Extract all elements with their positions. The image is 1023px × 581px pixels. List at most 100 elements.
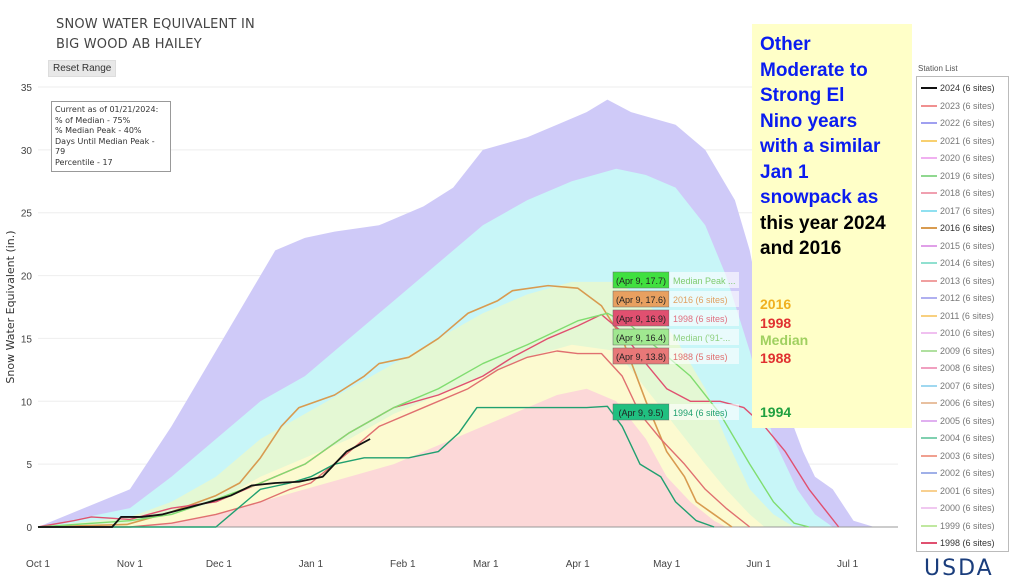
legend-item[interactable]: 2023 (6 sites) — [921, 98, 995, 114]
callout-text-bg — [669, 272, 739, 288]
callout-value-label: (Apr 9, 17.7) — [616, 276, 666, 286]
callout-value-label: (Apr 9, 17.6) — [616, 295, 666, 305]
callout-series-label: Median Peak ... — [673, 276, 736, 286]
legend-item[interactable]: 2010 (6 sites) — [921, 325, 995, 341]
legend-label: 2022 (6 sites) — [940, 118, 995, 128]
legend-item[interactable]: 2003 (6 sites) — [921, 448, 995, 464]
legend-item[interactable]: 2000 (6 sites) — [921, 500, 995, 516]
current-status-box: Current as of 01/21/2024: % of Median - … — [51, 101, 171, 172]
y-tick-label: 15 — [21, 334, 33, 345]
annotation-legend-1988: 1988 — [760, 350, 792, 366]
legend-swatch — [921, 262, 937, 264]
legend-label: 2014 (6 sites) — [940, 258, 995, 268]
legend-swatch — [921, 489, 937, 492]
callout-text-bg — [669, 291, 739, 307]
legend-item[interactable]: 2016 (6 sites) — [921, 220, 995, 236]
legend-item[interactable]: 2018 (6 sites) — [921, 185, 995, 201]
x-tick-label: Jul 1 — [837, 559, 859, 570]
annotation-line: Other — [760, 34, 811, 55]
series-line-1994 — [38, 405, 715, 528]
legend-item[interactable]: 1999 (6 sites) — [921, 518, 995, 534]
annotation-legend-1994: 1994 — [760, 404, 792, 420]
legend-label: 2002 (6 sites) — [940, 468, 995, 478]
legend-item[interactable]: 2001 (6 sites) — [921, 483, 995, 499]
legend-item[interactable]: 2012 (6 sites) — [921, 290, 995, 306]
callout-text-bg — [669, 404, 739, 420]
callout-series-label: 1998 (6 sites) — [673, 314, 728, 324]
legend-label: 2010 (6 sites) — [940, 328, 995, 338]
status-line: % of Median - 75% — [55, 115, 131, 125]
legend-label: 2020 (6 sites) — [940, 153, 995, 163]
series-line-2016 — [37, 284, 733, 528]
legend-swatch — [921, 472, 937, 474]
legend-swatch — [921, 122, 937, 124]
legend-item[interactable]: 2015 (6 sites) — [921, 238, 995, 254]
callout-text-bg — [669, 310, 739, 326]
annotation-legend-2016: 2016 — [760, 296, 792, 312]
legend-item[interactable]: 2011 (6 sites) — [921, 308, 994, 324]
x-tick-label: Nov 1 — [117, 559, 144, 570]
legend-label: 2011 (6 sites) — [940, 310, 994, 321]
legend-item[interactable]: 2022 (6 sites) — [921, 115, 995, 131]
reset-range-button[interactable]: Reset Range — [48, 60, 117, 77]
series-line-2024 — [38, 438, 371, 528]
percentile-band-p10 — [38, 388, 726, 527]
station-list-title: Station List — [918, 64, 958, 73]
legend-item[interactable]: 2004 (6 sites) — [921, 430, 995, 446]
legend-swatch — [921, 524, 937, 527]
callout-series-label: 1988 (5 sites) — [673, 352, 728, 362]
station-legend: 2024 (6 sites) 2023 (6 sites) 2022 (6 site… — [916, 76, 1009, 552]
legend-label: 2012 (6 sites) — [940, 293, 995, 303]
legend-item[interactable]: 2006 (6 sites) — [921, 395, 995, 411]
legend-item[interactable]: 2009 (6 sites) — [921, 343, 995, 359]
status-line: % Median Peak - 40% — [55, 126, 142, 135]
callout-series-label: Median ('91-... — [673, 333, 730, 343]
y-axis-label: Snow Water Equivalent (in.) — [4, 230, 17, 383]
x-tick-label: Jan 1 — [299, 559, 324, 570]
annotation-line: this year 2024 — [760, 212, 886, 234]
callout-text-bg — [669, 348, 739, 364]
legend-swatch — [921, 297, 937, 299]
legend-item[interactable]: 2021 (6 sites) — [921, 133, 995, 149]
legend-swatch — [921, 192, 937, 194]
y-tick-label: 20 — [21, 272, 33, 283]
x-tick-label: May 1 — [653, 559, 681, 570]
legend-item[interactable]: 2017 (6 sites) — [921, 203, 995, 219]
legend-item[interactable]: 2024 (6 sites) — [921, 80, 995, 96]
legend-label: 2023 (6 sites) — [940, 100, 995, 111]
y-tick-label: 35 — [21, 83, 33, 94]
legend-item[interactable]: 2005 (6 sites) — [921, 413, 995, 429]
legend-label: 2009 (6 sites) — [940, 345, 995, 356]
legend-swatch — [921, 244, 937, 247]
x-tick-label: Apr 1 — [566, 559, 590, 570]
legend-item[interactable]: 2019 (6 sites) — [921, 168, 995, 184]
legend-label: 2001 (6 sites) — [940, 485, 995, 496]
legend-item[interactable]: 2007 (6 sites) — [921, 378, 995, 394]
legend-item[interactable]: 2002 (6 sites) — [921, 465, 995, 481]
callout-text-bg — [669, 329, 739, 345]
legend-swatch — [921, 314, 937, 317]
legend-label: 1999 (6 sites) — [940, 520, 995, 531]
x-tick-label: Mar 1 — [473, 559, 499, 570]
legend-swatch — [921, 402, 937, 404]
legend-label: 2007 (6 sites) — [940, 380, 995, 391]
legend-swatch — [921, 87, 937, 89]
legend-label: 2019 (6 sites) — [940, 170, 995, 181]
legend-label: 2021 (6 sites) — [940, 135, 995, 146]
el-nino-annotation: Other Moderate to Strong El Nino years w… — [752, 24, 912, 428]
x-tick-label: Jun 1 — [746, 559, 771, 570]
legend-item[interactable]: 1998 (6 sites) — [921, 535, 995, 551]
legend-item[interactable]: 2014 (6 sites) — [921, 255, 995, 271]
annotation-line: Moderate to — [760, 59, 868, 81]
y-tick-label: 0 — [26, 523, 32, 534]
legend-item[interactable]: 2013 (6 sites) — [921, 273, 995, 289]
status-line: Days Until Median Peak - 79 — [55, 136, 155, 157]
callout-value-label: (Apr 9, 16.9) — [616, 314, 666, 324]
legend-item[interactable]: 2020 (6 sites) — [921, 150, 995, 166]
legend-swatch — [921, 419, 937, 422]
legend-swatch — [921, 157, 937, 159]
legend-item[interactable]: 2008 (6 sites) — [921, 360, 995, 376]
y-tick-label: 5 — [26, 460, 32, 471]
callout-value-label: (Apr 9, 16.4) — [616, 333, 666, 343]
series-line-1988 — [38, 350, 751, 528]
